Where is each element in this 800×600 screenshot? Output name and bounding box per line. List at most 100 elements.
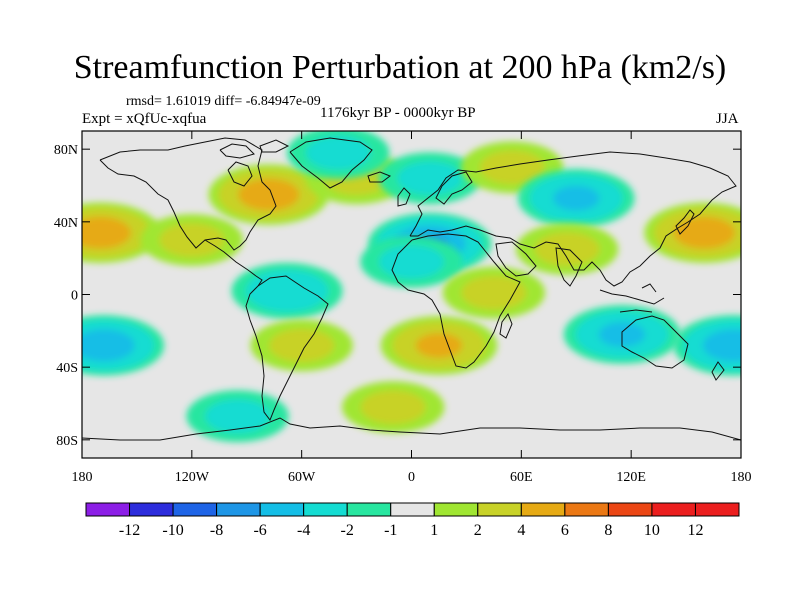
colorbar-box-4 [259, 502, 305, 517]
colorbar-label-8: 2 [474, 522, 482, 539]
coast-australia [621, 315, 689, 369]
colorbar-label-3: -6 [253, 522, 266, 539]
period-label: 1176kyr BP - 0000kyr BP [320, 105, 476, 121]
coast-indonesia [599, 283, 665, 313]
anomaly-2-level-2 [397, 161, 463, 196]
colorbar-box-3 [216, 502, 261, 517]
colorbar-box-8 [433, 502, 479, 517]
colorbar-box-0 [85, 502, 131, 517]
colorbar-label-2: -8 [210, 522, 223, 539]
colorbar-box-9 [477, 502, 522, 517]
coast-iceland [367, 171, 392, 183]
axis-ticks: 180 120W 60W 0 60E 120E 180 80N 40N 0 40S 80S [54, 131, 752, 485]
anomaly-19 [186, 390, 289, 443]
colorbar-label-7: 1 [430, 522, 438, 539]
coastlines [82, 137, 741, 441]
colorbar-box-1 [129, 502, 174, 517]
coast-africa [391, 233, 521, 369]
colorbar-label-11: 8 [604, 522, 612, 539]
colorbar-box-12 [607, 502, 653, 517]
contour-fields [82, 131, 741, 443]
colorbar-label-13: 12 [687, 522, 703, 539]
x-tick-label-3: 0 [408, 470, 415, 485]
coast-north-america [99, 137, 277, 251]
colorbar: -12 -10 -8 -6 -4 -2 -1 1 2 4 6 8 10 12 [85, 502, 740, 539]
anomaly-19-level-2 [205, 399, 271, 434]
anomaly-9 [140, 214, 244, 266]
anomaly-13-level-2 [461, 275, 527, 310]
x-tick-label-1: 120W [175, 470, 210, 485]
colorbar-label-0: -12 [119, 522, 140, 539]
x-tick-label-4: 60E [510, 470, 533, 485]
experiment-label: Expt = xQfUc-xqfua [82, 111, 207, 127]
colorbar-box-2 [172, 502, 218, 517]
coast-new-zealand [711, 361, 725, 381]
anomaly-14 [82, 315, 165, 376]
anomaly-2 [378, 152, 482, 205]
colorbar-label-9: 4 [517, 522, 525, 539]
x-tick-label-6: 180 [731, 470, 752, 485]
colorbar-box-6 [346, 502, 392, 517]
colorbar-box-11 [564, 502, 609, 517]
anomaly-15-level-4 [703, 329, 741, 362]
coast-greenland [289, 137, 373, 189]
anomaly-5-level-4 [553, 185, 600, 211]
coast-south-america [245, 275, 329, 422]
coast-eurasia [409, 151, 737, 287]
coast-central-america [204, 239, 263, 287]
coast-madagascar [499, 312, 513, 339]
coast-arctic-islands [219, 139, 290, 159]
anomaly-7-level-4 [673, 216, 736, 249]
anomaly-18-level-2 [269, 328, 335, 363]
colorbar-label-5: -2 [341, 522, 354, 539]
anomaly-6-level-4 [82, 216, 131, 249]
coast-japan [675, 209, 695, 235]
anomaly-13 [442, 266, 546, 319]
anomaly-7 [644, 202, 741, 263]
anomaly-20-level-2 [360, 390, 426, 424]
anomaly-0 [208, 164, 329, 225]
anomaly-15 [673, 315, 741, 376]
anomaly-3 [460, 141, 564, 194]
coast-arabia [495, 241, 537, 277]
season-label: JJA [716, 111, 739, 127]
colorbar-box-14 [694, 502, 740, 517]
anomaly-18 [250, 319, 353, 372]
y-tick-label-4: 80S [56, 434, 78, 449]
coast-antarctica [82, 417, 741, 441]
anomaly-14-level-4 [82, 329, 135, 362]
colorbar-label-6: -1 [384, 522, 397, 539]
colorbar-box-7 [390, 502, 435, 517]
anomaly-17 [380, 316, 498, 375]
stats-label: rmsd= 1.61019 diff= -6.84947e-09 [126, 94, 321, 109]
anomaly-4-level-2 [305, 135, 371, 170]
anomaly-5 [517, 168, 635, 228]
x-tick-label-5: 120E [616, 470, 646, 485]
anomaly-0-level-4 [238, 178, 300, 211]
colorbar-label-1: -10 [162, 522, 183, 539]
y-tick-label-0: 80N [54, 143, 78, 158]
anomaly-11-level-2 [379, 244, 444, 279]
anomaly-20 [341, 381, 445, 434]
colorbar-label-12: 10 [644, 522, 660, 539]
anomaly-3-level-2 [479, 150, 545, 185]
coast-india [555, 247, 583, 287]
x-tick-label-0: 180 [72, 470, 93, 485]
anomaly-10 [231, 262, 343, 319]
coast-scandinavia [435, 171, 473, 205]
colorbar-box-5 [303, 502, 348, 517]
anomaly-6 [82, 202, 161, 263]
coast-uk [397, 187, 411, 207]
y-tick-label-2: 0 [71, 289, 78, 304]
coast-hudson-bay [227, 161, 253, 187]
anomaly-11 [360, 235, 463, 288]
anomaly-9-level-2 [159, 223, 225, 257]
y-tick-label-1: 40N [54, 216, 78, 231]
colorbar-label-4: -4 [297, 522, 310, 539]
anomaly-4 [287, 131, 390, 179]
anomaly-17-level-4 [415, 333, 463, 358]
x-tick-label-2: 60W [288, 470, 316, 485]
colorbar-label-10: 6 [561, 522, 569, 539]
colorbar-box-13 [651, 502, 696, 517]
